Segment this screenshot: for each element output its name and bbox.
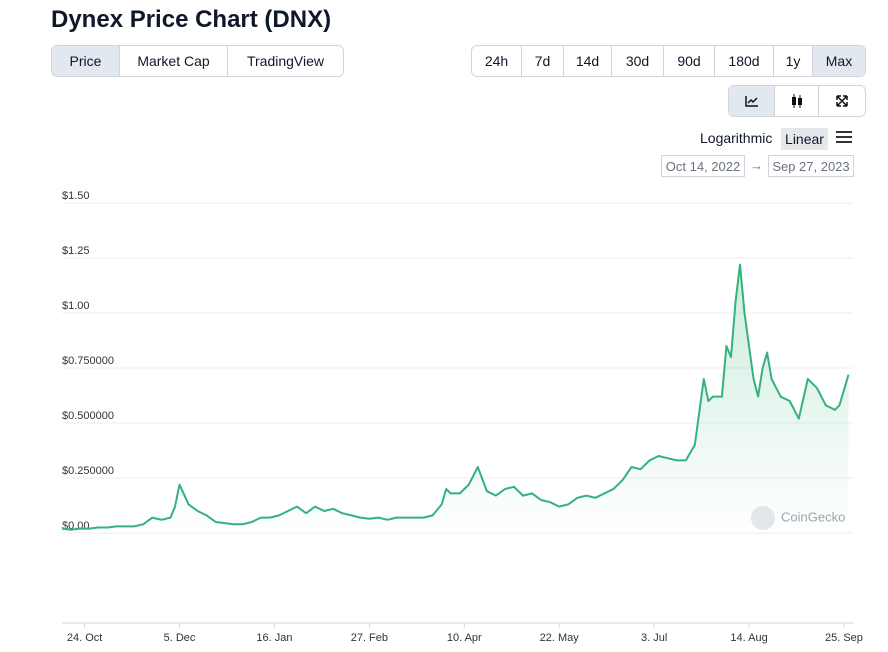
icon	[836, 95, 848, 107]
price-line	[61, 263, 850, 531]
page-title: Dynex Price Chart (DNX)	[51, 6, 332, 33]
x-tick-label: 22. May	[540, 632, 580, 644]
scale-option[interactable]: Logarithmic	[700, 130, 773, 146]
scale-option[interactable]: Linear	[781, 128, 828, 150]
x-tick-label: 3. Jul	[641, 632, 667, 644]
y-tick-label: $0.250000	[62, 465, 114, 477]
date-to[interactable]: Sep 27, 2023	[768, 155, 854, 177]
x-tick-label: 10. Apr	[447, 632, 482, 644]
x-tick-label: 14. Aug	[730, 632, 767, 644]
tab[interactable]: TradingView	[246, 53, 325, 69]
tab-group: Price Market Cap TradingView	[51, 45, 344, 77]
tab[interactable]: Price	[52, 46, 120, 76]
fullscreen-button[interactable]	[819, 86, 865, 116]
x-tick-label: 25. Sep	[825, 632, 863, 644]
range-button[interactable]: 14d	[564, 46, 612, 76]
x-tick-label: 24. Oct	[67, 632, 102, 644]
y-tick-label: $1.25	[62, 245, 90, 257]
y-tick-label: $0.500000	[62, 410, 114, 422]
y-tick-label: $0.750000	[62, 355, 114, 367]
tab[interactable]: Market Cap	[120, 46, 228, 76]
range-button[interactable]: 1y	[774, 46, 813, 76]
line-chart-button[interactable]	[729, 86, 775, 116]
range-button[interactable]: 7d	[522, 46, 564, 76]
range-button[interactable]: 90d	[664, 46, 715, 76]
x-tick-label: 5. Dec	[164, 632, 196, 644]
candle-chart-button[interactable]	[775, 86, 819, 116]
x-tick-label: 16. Jan	[256, 632, 292, 644]
arrow: →	[750, 158, 763, 173]
range-group: 24h 7d 14d 30d 90d 180d 1y Max	[471, 45, 866, 77]
x-tick-label: 27. Feb	[351, 632, 388, 644]
price-area	[62, 264, 849, 533]
icon	[744, 96, 758, 107]
date-from[interactable]: Oct 14, 2022	[661, 155, 745, 177]
menu-icon[interactable]	[836, 131, 852, 143]
range-button[interactable]: 30d	[612, 46, 664, 76]
range-button[interactable]: 180d	[715, 46, 774, 76]
range-button[interactable]: 24h	[472, 46, 522, 76]
range-button[interactable]: Max	[813, 46, 865, 76]
y-tick-label: $1.00	[62, 300, 90, 312]
y-tick-label: $1.50	[62, 190, 90, 202]
icon	[791, 94, 802, 108]
chart-type-group	[728, 85, 866, 117]
